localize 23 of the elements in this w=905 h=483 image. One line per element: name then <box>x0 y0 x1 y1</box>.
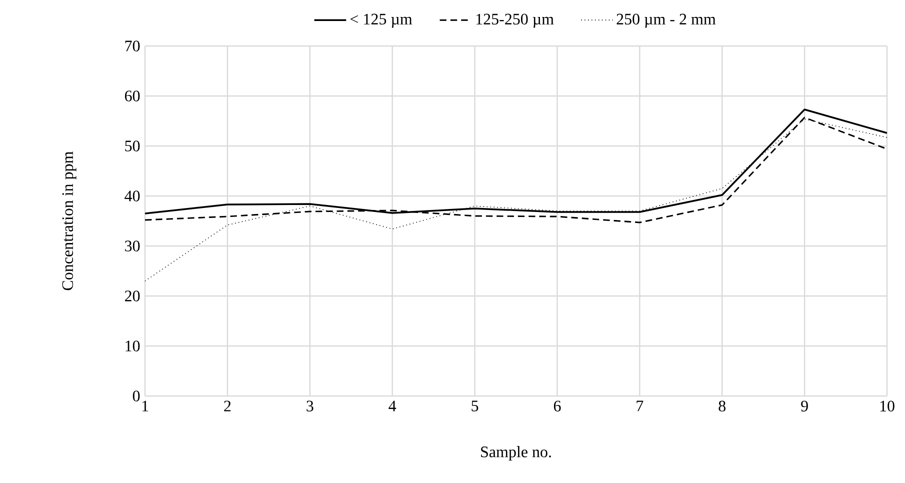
legend-label: 125-250 µm <box>476 14 554 28</box>
x-tick-label: 7 <box>636 400 644 412</box>
y-tick-label: 0 <box>132 390 140 402</box>
x-tick-label: 6 <box>554 400 561 412</box>
y-tick-label: 70 <box>125 40 140 52</box>
y-tick-label: 10 <box>126 340 140 352</box>
y-tick-label: 30 <box>125 240 140 252</box>
y-tick-label: 60 <box>124 90 140 102</box>
x-tick-label: 4 <box>388 400 396 412</box>
x-tick-label: 5 <box>472 400 478 412</box>
y-axis-title: Concentration in ppm <box>62 151 76 290</box>
x-axis-title: Sample no. <box>481 446 551 461</box>
x-tick-label: 3 <box>306 400 314 412</box>
y-tick-label: 20 <box>125 290 140 302</box>
x-tick-label: 8 <box>718 400 726 412</box>
x-tick-label: 10 <box>880 400 894 412</box>
x-tick-label: 1 <box>142 400 148 412</box>
legend-label: < 125 µm <box>350 14 412 28</box>
y-tick-label: 40 <box>124 190 140 202</box>
legend-label: 250 µm - 2 mm <box>616 14 716 28</box>
x-tick-label: 9 <box>801 400 808 412</box>
x-tick-label: 2 <box>224 400 231 412</box>
y-tick-label: 50 <box>125 140 140 152</box>
